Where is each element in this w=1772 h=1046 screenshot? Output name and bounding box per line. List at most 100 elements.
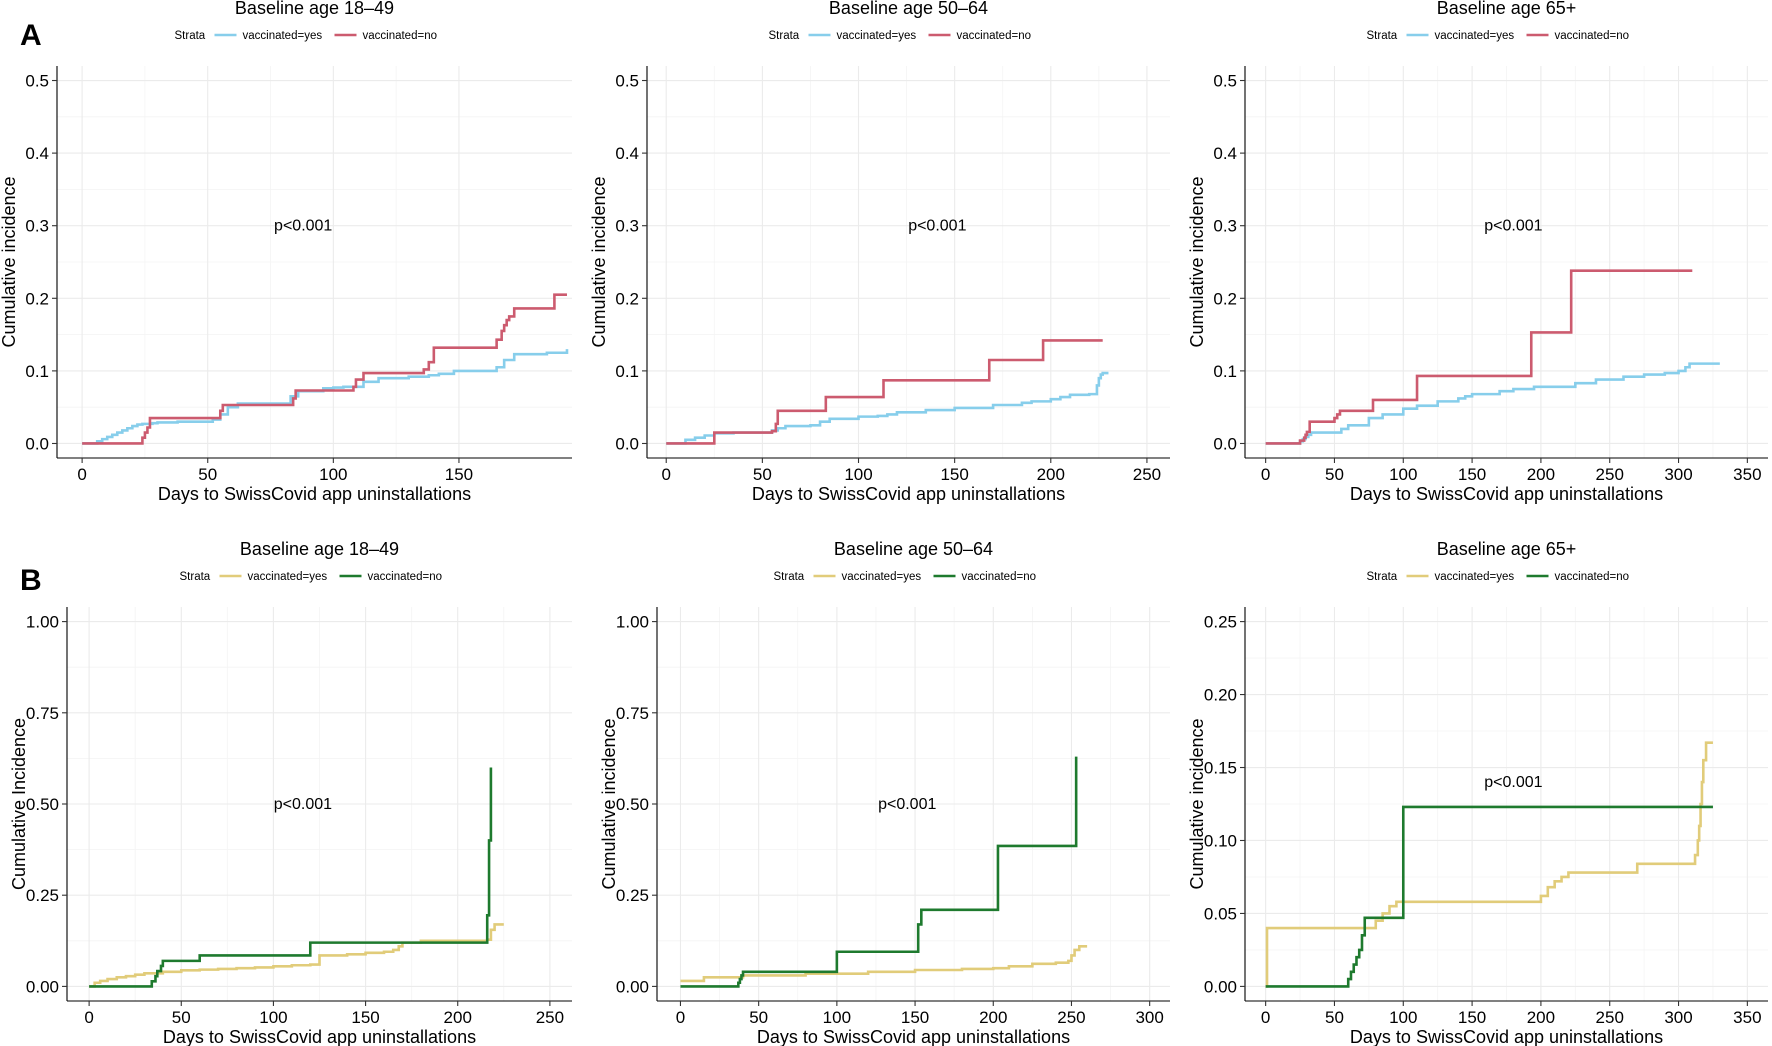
x-tick-label: 300 xyxy=(1135,1008,1163,1027)
y-tick-label: 0.3 xyxy=(615,217,639,236)
series-line-vaccinated-yes xyxy=(82,349,569,445)
y-tick-label: 1.00 xyxy=(26,613,59,632)
y-tick-label: 0.1 xyxy=(1213,362,1237,381)
y-tick-label: 0.15 xyxy=(1204,759,1237,778)
legend-label-no: vaccinated=no xyxy=(1555,30,1630,42)
y-tick-label: 0.2 xyxy=(25,289,49,308)
legend-title: Strata xyxy=(1367,571,1398,583)
chart-panel-0: 0 50 100 150 0.0 0.1 0.2 0.3 0.4 0.5 Days to Swiss… xyxy=(0,0,572,504)
chart-panel-4: 0 50 100 150 200 250 300 0.00 0.25 0.50 0.75 1.00 Da… xyxy=(599,539,1170,1046)
x-tick-label: 250 xyxy=(1596,1008,1624,1027)
legend-label-no: vaccinated=no xyxy=(363,30,438,42)
series-line-vaccinated-no xyxy=(1265,269,1693,445)
x-tick-label: 50 xyxy=(753,465,772,484)
x-tick-label: 100 xyxy=(259,1008,287,1027)
x-tick-label: 250 xyxy=(536,1008,564,1027)
x-tick-label: 200 xyxy=(444,1008,472,1027)
series-line-vaccinated-no xyxy=(89,767,493,988)
y-tick-label: 0.5 xyxy=(25,72,49,91)
chart-title: Baseline age 65+ xyxy=(1437,0,1577,18)
chart-title: Baseline age 18–49 xyxy=(240,539,399,559)
series-line-vaccinated-yes xyxy=(1265,362,1720,445)
y-tick-label: 0.10 xyxy=(1204,831,1237,850)
x-tick-label: 150 xyxy=(1458,1008,1486,1027)
x-axis-label: Days to SwissCovid app uninstallations xyxy=(757,1027,1070,1046)
x-tick-label: 50 xyxy=(749,1008,768,1027)
x-tick-label: 0 xyxy=(676,1008,685,1027)
legend-label-yes: vaccinated=yes xyxy=(837,30,917,42)
x-tick-label: 350 xyxy=(1733,465,1761,484)
x-tick-label: 0 xyxy=(84,1008,93,1027)
y-tick-label: 0.20 xyxy=(1204,686,1237,705)
legend: Strata vaccinated=yes vaccinated=no xyxy=(774,571,1037,583)
x-tick-label: 150 xyxy=(940,465,968,484)
x-axis-label: Days to SwissCovid app uninstallations xyxy=(163,1027,476,1046)
y-axis-label: Cumulative Incidence xyxy=(9,718,29,890)
y-tick-label: 0.0 xyxy=(1213,434,1237,453)
p-value-annotation: p<0.001 xyxy=(274,796,332,813)
legend-label-no: vaccinated=no xyxy=(962,571,1037,583)
y-tick-label: 0.2 xyxy=(615,289,639,308)
x-axis-label: Days to SwissCovid app uninstallations xyxy=(1350,484,1663,504)
x-tick-label: 50 xyxy=(198,465,217,484)
legend-title: Strata xyxy=(1367,30,1398,42)
y-tick-label: 0.1 xyxy=(615,362,639,381)
p-value-annotation: p<0.001 xyxy=(878,796,936,813)
x-tick-label: 150 xyxy=(351,1008,379,1027)
x-axis-label: Days to SwissCovid app uninstallations xyxy=(1350,1027,1663,1046)
legend-label-yes: vaccinated=yes xyxy=(1435,571,1515,583)
x-tick-label: 0 xyxy=(661,465,670,484)
y-tick-label: 0.1 xyxy=(25,362,49,381)
y-tick-label: 0.0 xyxy=(25,434,49,453)
x-tick-label: 300 xyxy=(1664,465,1692,484)
x-tick-label: 100 xyxy=(844,465,872,484)
x-tick-label: 100 xyxy=(1389,465,1417,484)
x-tick-label: 200 xyxy=(1527,465,1555,484)
y-axis-label: Cumulative incidence xyxy=(0,176,19,347)
legend-label-no: vaccinated=no xyxy=(1555,571,1630,583)
y-tick-label: 0.75 xyxy=(616,704,649,723)
chart-panel-3: 0 50 100 150 200 250 0.00 0.25 0.50 0.75 1.00 Days … xyxy=(9,539,572,1046)
y-tick-label: 0.00 xyxy=(26,977,59,996)
legend: Strata vaccinated=yes vaccinated=no xyxy=(180,571,443,583)
series-line-vaccinated-no xyxy=(666,339,1103,445)
p-value-annotation: p<0.001 xyxy=(1484,774,1542,791)
y-axis-label: Cumulative incidence xyxy=(599,718,619,889)
legend: Strata vaccinated=yes vaccinated=no xyxy=(1367,571,1630,583)
legend-title: Strata xyxy=(774,571,805,583)
y-tick-label: 0.0 xyxy=(615,434,639,453)
y-tick-label: 0.4 xyxy=(615,144,639,163)
panel-label-a: A xyxy=(20,19,42,52)
x-tick-label: 100 xyxy=(823,1008,851,1027)
y-tick-label: 0.4 xyxy=(25,144,49,163)
x-tick-label: 0 xyxy=(1261,1008,1270,1027)
x-tick-label: 300 xyxy=(1664,1008,1692,1027)
legend-title: Strata xyxy=(180,571,211,583)
series-line-vaccinated-yes xyxy=(1265,741,1713,988)
legend: Strata vaccinated=yes vaccinated=no xyxy=(175,30,438,42)
y-tick-label: 0.25 xyxy=(26,886,59,905)
y-tick-label: 0.4 xyxy=(1213,144,1237,163)
y-tick-label: 0.05 xyxy=(1204,904,1237,923)
x-tick-label: 150 xyxy=(445,465,473,484)
y-tick-label: 0.5 xyxy=(615,72,639,91)
legend-title: Strata xyxy=(175,30,206,42)
series-line-vaccinated-no xyxy=(680,756,1078,988)
x-tick-label: 250 xyxy=(1596,465,1624,484)
x-tick-label: 50 xyxy=(1325,465,1344,484)
y-tick-label: 0.2 xyxy=(1213,289,1237,308)
p-value-annotation: p<0.001 xyxy=(274,218,332,235)
x-tick-label: 350 xyxy=(1733,1008,1761,1027)
x-tick-label: 200 xyxy=(979,1008,1007,1027)
panel-label-b: B xyxy=(20,564,42,597)
y-tick-label: 0.50 xyxy=(26,795,59,814)
legend: Strata vaccinated=yes vaccinated=no xyxy=(769,30,1032,42)
y-tick-label: 0.00 xyxy=(1204,977,1237,996)
x-tick-label: 250 xyxy=(1057,1008,1085,1027)
chart-title: Baseline age 65+ xyxy=(1437,539,1577,559)
legend-label-yes: vaccinated=yes xyxy=(243,30,323,42)
chart-title: Baseline age 50–64 xyxy=(834,539,993,559)
legend-label-no: vaccinated=no xyxy=(957,30,1032,42)
p-value-annotation: p<0.001 xyxy=(1484,218,1542,235)
